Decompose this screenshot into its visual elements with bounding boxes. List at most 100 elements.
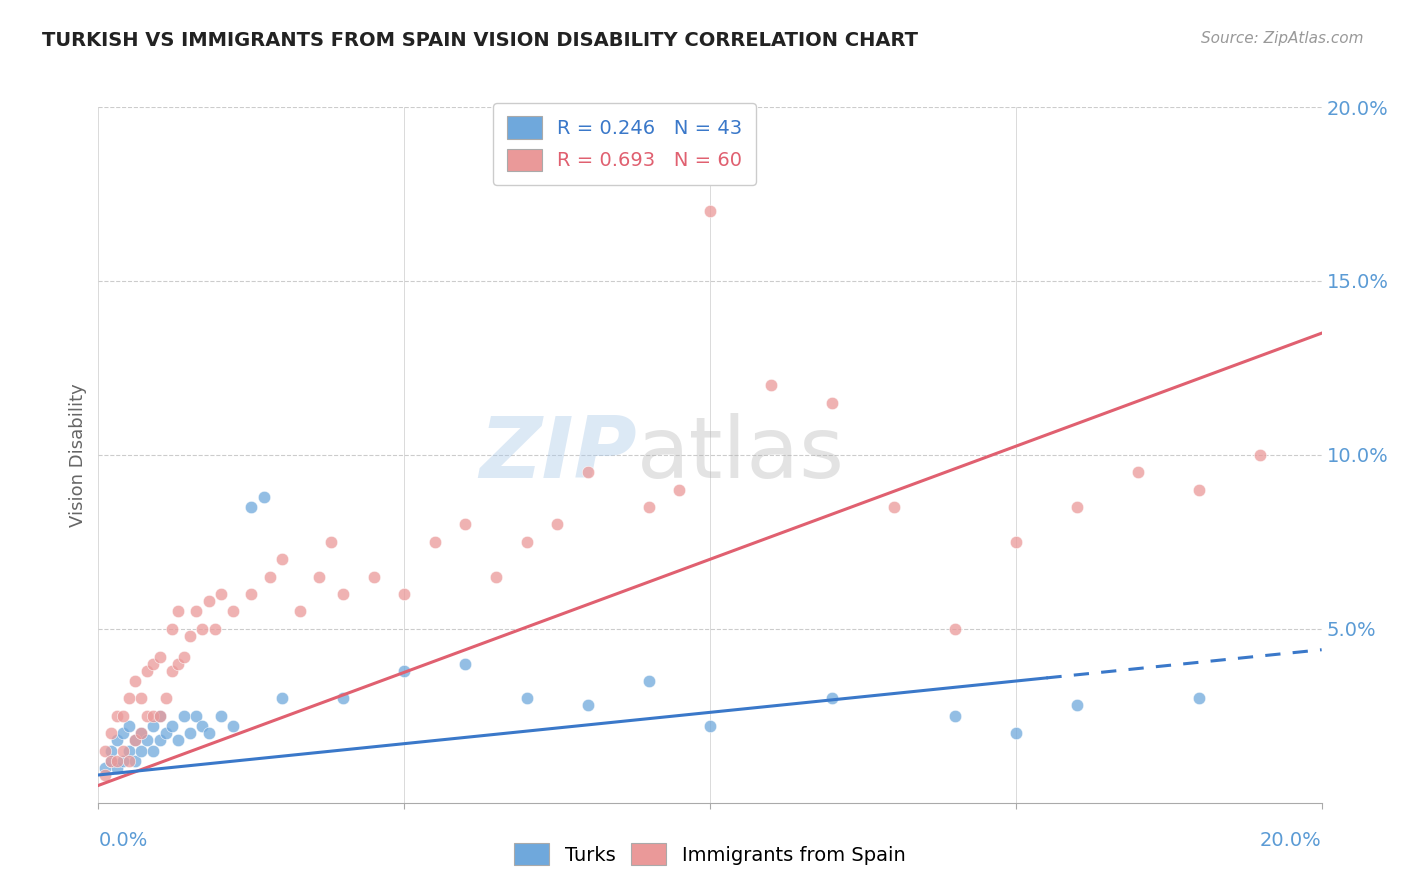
Point [252,490,274,504]
Point [124,754,146,768]
Point [118,691,141,706]
Point [167,657,190,671]
Point [105,733,128,747]
Point [222,605,245,619]
Point [637,500,661,514]
Point [124,674,146,689]
Point [546,517,568,532]
Point [516,534,538,549]
Point [105,761,128,775]
Point [821,396,844,410]
Point [1066,500,1088,514]
Point [1128,466,1150,480]
Point [160,622,183,636]
Point [136,664,159,678]
Point [100,754,122,768]
Point [118,744,141,758]
Point [142,708,165,723]
Point [160,664,183,678]
Point [179,629,201,643]
Point [204,622,226,636]
Point [485,570,508,584]
Point [186,708,208,723]
Point [118,754,141,768]
Point [149,649,172,664]
Point [136,708,159,723]
Point [209,587,232,601]
Point [160,719,183,733]
Point [129,726,152,740]
Point [100,754,122,768]
Text: Source: ZipAtlas.com: Source: ZipAtlas.com [1201,31,1364,46]
Point [270,691,292,706]
Text: TURKISH VS IMMIGRANTS FROM SPAIN VISION DISABILITY CORRELATION CHART: TURKISH VS IMMIGRANTS FROM SPAIN VISION … [42,31,918,50]
Point [392,587,416,601]
Point [111,726,134,740]
Point [1004,726,1026,740]
Point [821,691,844,706]
Point [155,726,177,740]
Point [270,552,292,566]
Point [637,674,661,689]
Point [668,483,690,497]
Point [136,733,159,747]
Point [129,726,152,740]
Point [240,500,263,514]
Point [179,726,201,740]
Point [1066,698,1088,713]
Point [155,691,177,706]
Text: 20.0%: 20.0% [1260,830,1322,850]
Point [167,605,190,619]
Point [173,708,195,723]
Point [173,649,195,664]
Point [197,594,219,608]
Point [93,761,115,775]
Point [93,768,115,782]
Point [191,719,214,733]
Point [149,708,172,723]
Point [142,744,165,758]
Point [943,708,966,723]
Point [222,719,245,733]
Point [392,664,416,678]
Point [93,744,115,758]
Point [111,744,134,758]
Point [423,534,446,549]
Point [699,719,721,733]
Point [142,657,165,671]
Point [149,733,172,747]
Point [167,733,190,747]
Point [197,726,219,740]
Point [118,719,141,733]
Point [240,587,263,601]
Point [576,698,599,713]
Point [111,754,134,768]
Point [1004,534,1026,549]
Point [454,517,477,532]
Point [759,378,782,392]
Point [259,570,281,584]
Point [111,708,134,723]
Point [454,657,477,671]
Point [332,691,354,706]
Point [191,622,214,636]
Y-axis label: Vision Disability: Vision Disability [69,383,87,527]
Text: ZIP: ZIP [479,413,637,497]
Point [129,691,152,706]
Text: 0.0%: 0.0% [98,830,148,850]
Point [576,466,599,480]
Point [124,733,146,747]
Point [186,605,208,619]
Point [290,605,312,619]
Point [516,691,538,706]
Point [1188,483,1211,497]
Point [105,754,128,768]
Point [332,587,354,601]
Point [308,570,330,584]
Point [129,744,152,758]
Point [1249,448,1271,462]
Point [105,708,128,723]
Point [124,733,146,747]
Text: atlas: atlas [637,413,845,497]
Legend: Turks, Immigrants from Spain: Turks, Immigrants from Spain [506,835,914,873]
